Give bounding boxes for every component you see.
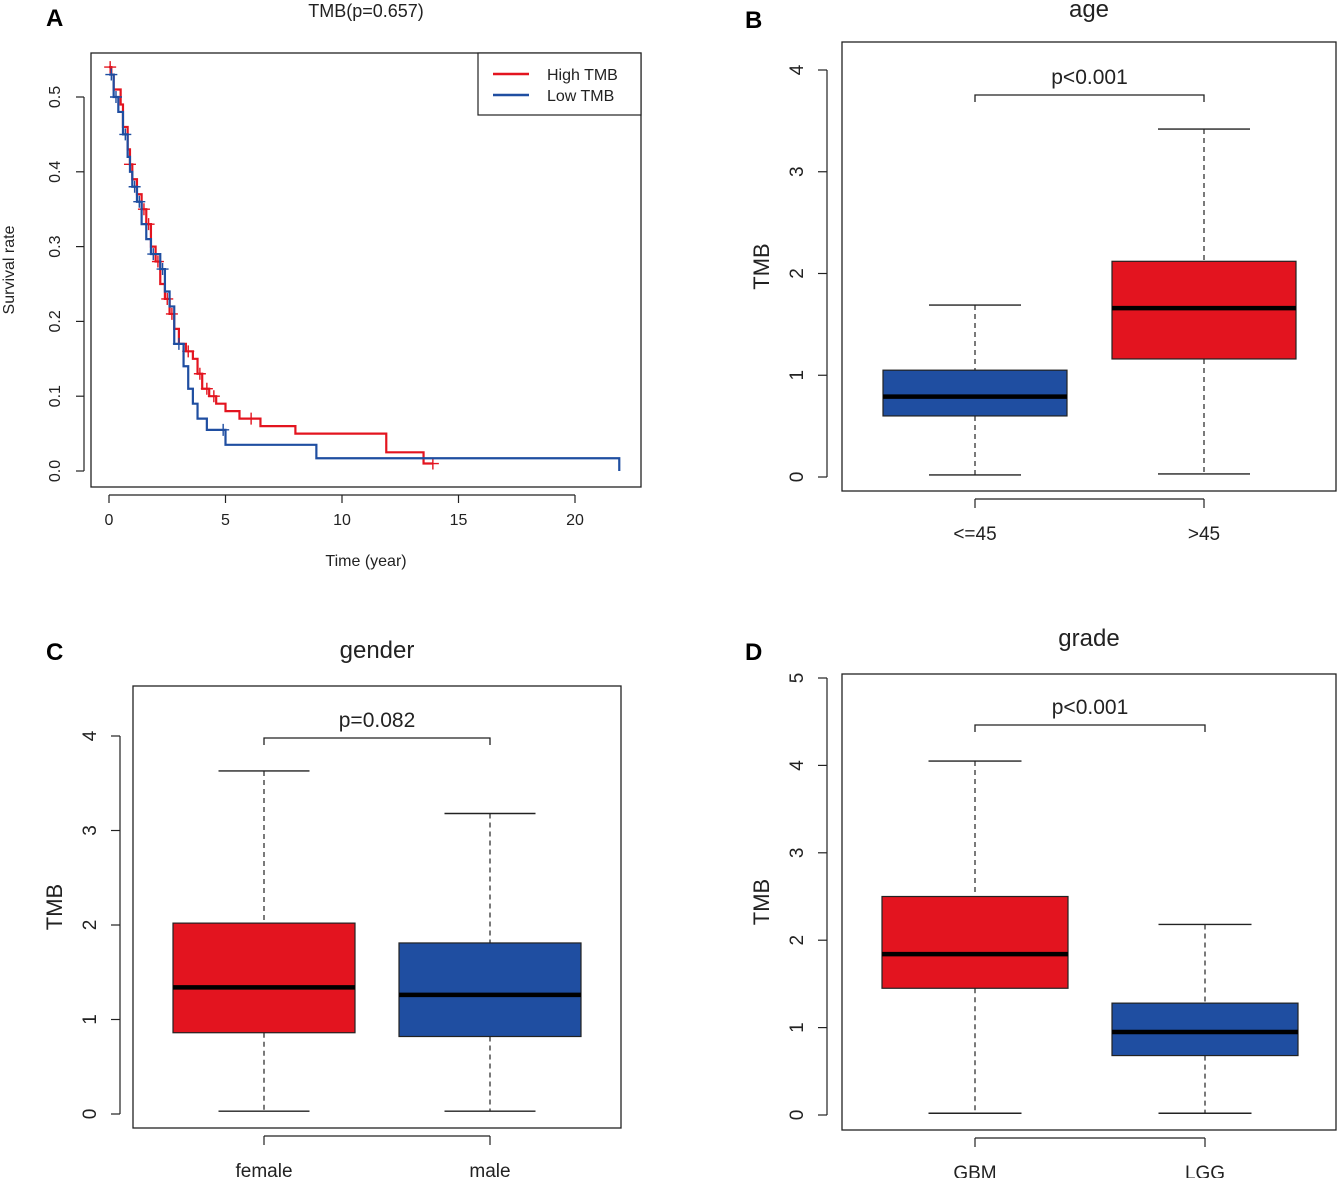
x-tick-label: GBM (953, 1163, 996, 1178)
chart-title: grade (1058, 625, 1119, 652)
y-tick-label: 2 (787, 268, 808, 279)
panel-letter-b: B (745, 7, 762, 34)
chart-title: TMB(p=0.657) (308, 1, 424, 21)
x-tick-label: 20 (566, 512, 584, 529)
y-tick-label: 3 (787, 848, 808, 859)
censor-mark (245, 412, 258, 425)
censor-mark (156, 263, 169, 276)
y-tick-label: 3 (80, 825, 101, 836)
box-LGG (1111, 1002, 1299, 1057)
censor-mark (207, 390, 220, 403)
y-tick-label: 0 (787, 472, 808, 483)
panel-letter-d: D (745, 639, 762, 666)
km-curve (109, 73, 621, 471)
y-tick-label: 0 (80, 1109, 101, 1120)
significance-bracket (974, 724, 1206, 732)
box-male (398, 942, 582, 1038)
censor-mark (137, 203, 150, 216)
censor-mark (426, 457, 439, 470)
x-tick-label: 10 (333, 512, 351, 529)
box-female (172, 922, 356, 1034)
y-tick-label: 0.4 (47, 161, 64, 183)
y-tick-label: 5 (787, 673, 808, 684)
censor-mark (133, 195, 146, 208)
y-tick-label: 0.5 (47, 86, 64, 108)
y-tick-label: 3 (787, 166, 808, 177)
x-tick-label: <=45 (953, 524, 996, 545)
censor-mark (151, 255, 164, 268)
x-tick-label: female (235, 1161, 292, 1178)
x-axis-title: Time (year) (325, 553, 406, 570)
y-axis-title: TMB (749, 243, 774, 289)
y-tick-label: 2 (80, 920, 101, 931)
significance-bracket (263, 737, 491, 745)
box-plot-age: age 0 1 2 3 4 TMB <=45 >45 p<0.001 (749, 0, 1337, 545)
plot-frame (841, 41, 1337, 492)
censor-mark (200, 382, 213, 395)
y-tick-label: 0.3 (47, 235, 64, 257)
x-tick-label: >45 (1188, 524, 1220, 545)
censor-mark (119, 128, 132, 141)
p-value-label: p<0.001 (1051, 66, 1128, 89)
censor-mark (105, 68, 118, 81)
y-tick-label: 1 (80, 1014, 101, 1025)
censor-mark (104, 61, 117, 74)
significance-bracket (974, 94, 1205, 102)
box-plot-grade: grade 0 1 2 3 4 5 TMB GBM LGG p<0.001 (749, 625, 1337, 1178)
box-GBM (881, 895, 1069, 989)
x-tick-label: LGG (1185, 1163, 1225, 1178)
panel-letter-a: A (46, 5, 63, 32)
censor-mark (109, 91, 122, 103)
x-tick-label: 0 (105, 512, 114, 529)
y-tick-label: 2 (787, 935, 808, 946)
y-tick-label: 1 (787, 1022, 808, 1033)
legend-label: High TMB (547, 67, 618, 84)
km-plot: TMB(p=0.657) 0 5 10 15 20 0.0 0.1 0.2 0.3 0.4 0.5 Ti… (1, 1, 642, 570)
plot-frame (90, 52, 642, 488)
y-tick-label: 1 (787, 370, 808, 381)
censor-mark (165, 307, 178, 320)
y-axis-title: Survival rate (1, 225, 18, 314)
y-tick-label: 0.1 (47, 385, 64, 407)
legend-box (477, 52, 642, 116)
x-tick-label: male (469, 1161, 510, 1178)
censor-mark (172, 337, 185, 350)
box-45 (882, 369, 1068, 417)
panel-letter-c: C (46, 639, 63, 666)
p-value-label: p=0.082 (339, 709, 416, 732)
y-axis-title: TMB (42, 884, 67, 930)
y-tick-label: 0.2 (47, 310, 64, 332)
x-tick-label: 5 (221, 512, 230, 529)
y-tick-label: 0.0 (47, 460, 64, 482)
censor-mark (161, 292, 174, 305)
p-value-label: p<0.001 (1052, 696, 1129, 719)
chart-title: age (1069, 0, 1109, 23)
censor-mark (193, 367, 206, 380)
y-tick-label: 4 (787, 64, 808, 75)
plot-frame (841, 673, 1337, 1131)
x-tick-label: 15 (450, 512, 468, 529)
censor-mark (147, 248, 160, 261)
box-plot-gender: gender 0 1 2 3 4 TMB female male p=0.082 (42, 637, 622, 1178)
y-tick-label: 0 (787, 1110, 808, 1121)
legend-label: Low TMB (547, 88, 614, 105)
y-tick-label: 4 (787, 760, 808, 771)
y-axis-title: TMB (749, 879, 774, 925)
y-tick-label: 4 (80, 730, 101, 741)
censor-mark (217, 423, 230, 436)
plot-frame (132, 685, 622, 1129)
chart-title: gender (340, 637, 415, 664)
censor-mark (128, 180, 141, 193)
